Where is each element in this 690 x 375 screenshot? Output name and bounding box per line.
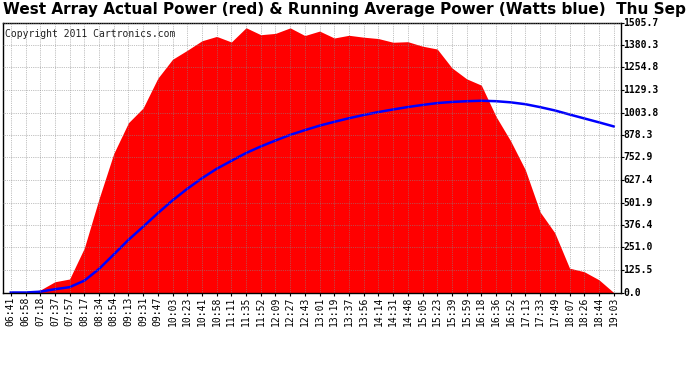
Text: Copyright 2011 Cartronics.com: Copyright 2011 Cartronics.com — [5, 29, 175, 39]
Text: 1129.3: 1129.3 — [623, 85, 658, 95]
Text: 752.9: 752.9 — [623, 153, 653, 162]
Text: 1254.8: 1254.8 — [623, 63, 658, 72]
Text: 627.4: 627.4 — [623, 175, 653, 185]
Text: 125.5: 125.5 — [623, 265, 653, 275]
Text: 1003.8: 1003.8 — [623, 108, 658, 117]
Text: 1505.7: 1505.7 — [623, 18, 658, 27]
Text: 251.0: 251.0 — [623, 243, 653, 252]
Text: 878.3: 878.3 — [623, 130, 653, 140]
Text: 376.4: 376.4 — [623, 220, 653, 230]
Text: West Array Actual Power (red) & Running Average Power (Watts blue)  Thu Sep 1 19: West Array Actual Power (red) & Running … — [3, 2, 690, 17]
Text: 0.0: 0.0 — [623, 288, 641, 297]
Text: 501.9: 501.9 — [623, 198, 653, 207]
Text: 1380.3: 1380.3 — [623, 40, 658, 50]
